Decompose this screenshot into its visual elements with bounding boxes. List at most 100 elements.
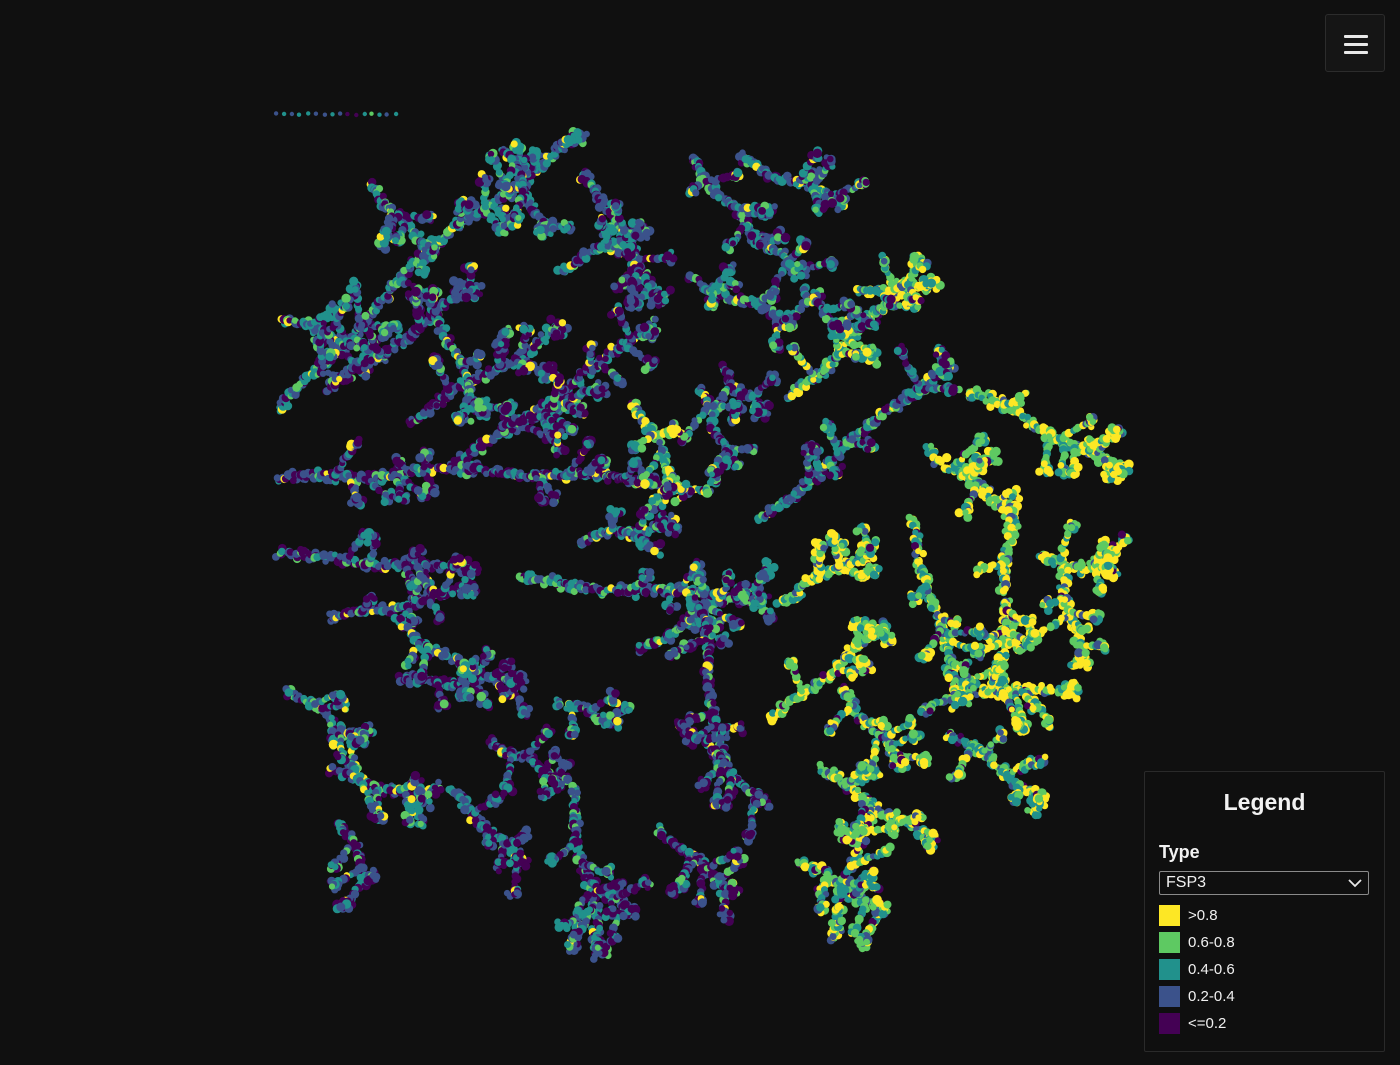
data-point <box>610 282 619 291</box>
data-point <box>402 610 409 617</box>
data-point <box>790 274 799 283</box>
data-point <box>780 232 791 243</box>
data-point <box>502 204 510 212</box>
data-point <box>313 111 319 116</box>
data-point <box>362 111 367 117</box>
data-point <box>466 287 474 294</box>
data-point <box>289 111 295 117</box>
data-point <box>812 148 822 158</box>
data-point <box>361 371 371 381</box>
data-point <box>433 402 440 409</box>
data-point <box>361 344 368 351</box>
data-point <box>781 314 790 323</box>
data-point <box>431 244 438 251</box>
data-point <box>425 454 434 462</box>
data-point <box>519 366 529 376</box>
data-point <box>519 417 528 426</box>
data-point <box>755 241 764 250</box>
data-point <box>375 563 382 570</box>
data-point <box>558 319 567 327</box>
data-point <box>449 276 459 286</box>
data-point <box>536 225 545 235</box>
data-point <box>291 317 299 324</box>
data-point <box>554 431 562 439</box>
data-point <box>660 290 668 298</box>
data-point <box>722 268 731 277</box>
data-point <box>286 317 293 324</box>
data-point <box>369 111 374 116</box>
data-point <box>563 135 574 145</box>
data-point <box>532 475 540 482</box>
data-point <box>501 181 511 192</box>
data-point <box>765 208 774 218</box>
data-point <box>352 492 362 503</box>
data-point <box>552 329 561 338</box>
data-point <box>337 111 343 116</box>
data-point <box>862 178 870 186</box>
data-point <box>380 497 389 507</box>
data-point <box>771 203 778 210</box>
data-point <box>642 228 651 238</box>
data-point <box>383 233 391 241</box>
data-point <box>836 194 845 203</box>
data-point <box>425 408 435 418</box>
data-point <box>392 456 402 466</box>
data-point <box>453 416 462 425</box>
data-point <box>519 324 529 334</box>
data-point <box>651 315 659 323</box>
data-point <box>377 112 382 117</box>
data-point <box>291 390 300 399</box>
data-point <box>428 293 437 302</box>
data-point <box>349 276 359 286</box>
data-point <box>617 286 624 294</box>
data-point <box>353 344 361 352</box>
data-point <box>631 231 640 240</box>
data-point <box>827 190 835 197</box>
data-point <box>449 590 457 598</box>
data-point <box>629 284 636 291</box>
data-point <box>421 246 428 253</box>
data-point <box>396 614 405 623</box>
data-point <box>575 136 583 144</box>
data-point <box>520 156 528 164</box>
data-point <box>382 491 389 498</box>
data-point <box>650 327 660 336</box>
data-point <box>345 111 350 117</box>
data-point <box>794 261 801 268</box>
data-point <box>466 569 476 579</box>
data-point <box>322 112 328 117</box>
data-point <box>421 265 431 275</box>
data-point <box>483 396 491 404</box>
data-point <box>732 285 741 294</box>
data-point <box>585 442 592 449</box>
data-point <box>614 306 624 316</box>
data-point <box>501 327 510 336</box>
data-point <box>518 187 527 196</box>
data-point <box>330 112 335 117</box>
data-point <box>467 266 475 274</box>
data-point <box>404 279 412 287</box>
data-point <box>553 451 560 459</box>
data-point <box>567 424 577 434</box>
data-point <box>464 200 474 210</box>
data-point <box>537 331 545 338</box>
data-point <box>733 168 743 178</box>
data-point <box>296 112 302 117</box>
data-point <box>463 583 470 591</box>
data-point <box>455 554 465 563</box>
data-point <box>598 215 607 223</box>
data-point <box>341 293 351 303</box>
data-point <box>360 359 369 368</box>
data-point <box>812 206 819 213</box>
data-point <box>393 111 399 117</box>
data-point <box>434 360 443 370</box>
data-point <box>554 375 564 385</box>
data-point <box>549 498 558 507</box>
data-point <box>411 287 421 297</box>
scatter-points <box>272 111 1134 963</box>
data-point <box>618 381 625 388</box>
data-point <box>281 111 287 117</box>
data-point <box>827 155 834 163</box>
